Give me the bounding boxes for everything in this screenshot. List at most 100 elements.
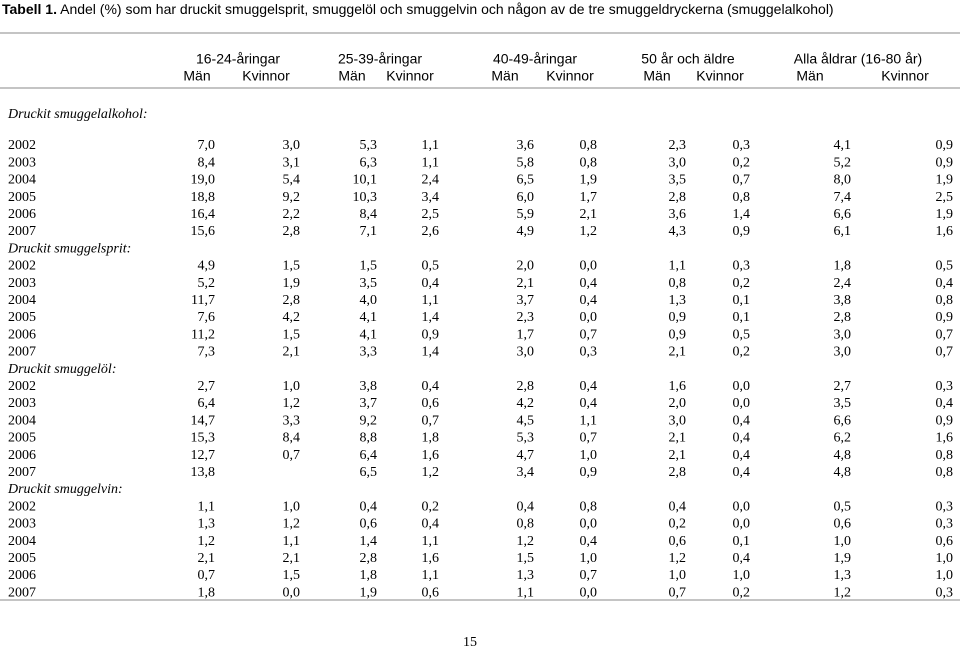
- cell: 5,4: [283, 173, 301, 188]
- year: 2004: [8, 293, 36, 308]
- cell: 1,5: [360, 259, 378, 274]
- group-header: 16-24-åringar: [196, 51, 280, 67]
- year: 2006: [8, 568, 36, 583]
- cell: 2,8: [669, 190, 687, 205]
- cell: 0,2: [733, 155, 751, 170]
- cell: 1,1: [422, 155, 440, 170]
- cell: 11,7: [191, 293, 215, 308]
- cell: 1,4: [360, 534, 378, 549]
- cell: 0,3: [733, 259, 751, 274]
- cell: 1,0: [580, 551, 598, 566]
- sub-header: Män: [796, 68, 823, 84]
- cell: 0,4: [517, 499, 535, 514]
- cell: 0,3: [936, 517, 954, 532]
- cell: 2,0: [669, 396, 687, 411]
- cell: 0,6: [936, 534, 954, 549]
- cell: 1,0: [834, 534, 852, 549]
- cell: 0,3: [936, 585, 954, 600]
- cell: 1,4: [733, 207, 751, 222]
- cell: 1,6: [422, 551, 440, 566]
- cell: 0,7: [669, 585, 687, 600]
- cell: 1,0: [733, 568, 751, 583]
- cell: 0,4: [580, 379, 598, 394]
- cell: 3,1: [283, 155, 301, 170]
- cell: 1,1: [517, 585, 535, 600]
- cell: 4,5: [517, 413, 535, 428]
- cell: 1,6: [936, 431, 954, 446]
- cell: 3,0: [669, 155, 687, 170]
- year: 2003: [8, 517, 36, 532]
- cell: 0,4: [360, 499, 378, 514]
- cell: 1,0: [936, 568, 954, 583]
- cell: 4,1: [360, 327, 378, 342]
- year: 2002: [8, 138, 36, 153]
- cell: 0,4: [422, 517, 440, 532]
- year: 2004: [8, 173, 36, 188]
- cell: 0,7: [198, 568, 216, 583]
- cell: 0,2: [733, 345, 751, 360]
- cell: 3,8: [834, 293, 852, 308]
- cell: 0,7: [283, 448, 301, 463]
- cell: 0,2: [669, 517, 687, 532]
- cell: 0,7: [580, 431, 598, 446]
- cell: 1,2: [283, 396, 301, 411]
- cell: 1,9: [360, 585, 378, 600]
- cell: 3,8: [360, 379, 378, 394]
- year: 2004: [8, 413, 36, 428]
- year: 2007: [8, 465, 36, 480]
- cell: 8,8: [360, 431, 378, 446]
- year: 2006: [8, 448, 36, 463]
- cell: 3,4: [422, 190, 440, 205]
- cell: 1,5: [283, 259, 301, 274]
- cell: 3,0: [834, 345, 852, 360]
- cell: 3,0: [283, 138, 301, 153]
- cell: 4,2: [517, 396, 535, 411]
- cell: 0,2: [422, 499, 440, 514]
- cell: 1,1: [422, 534, 440, 549]
- cell: 6,1: [834, 224, 852, 239]
- cell: 0,4: [733, 551, 751, 566]
- cell: 1,8: [422, 431, 440, 446]
- cell: 15,6: [191, 224, 216, 239]
- cell: 2,3: [669, 138, 687, 153]
- cell: 0,9: [936, 413, 954, 428]
- cell: 0,8: [580, 499, 598, 514]
- cell: 6,3: [360, 155, 378, 170]
- cell: 0,7: [936, 327, 954, 342]
- group-header: 25-39-åringar: [338, 51, 422, 67]
- cell: 3,6: [669, 207, 687, 222]
- cell: 0,1: [733, 534, 751, 549]
- cell: 3,3: [283, 413, 301, 428]
- cell: 0,7: [936, 345, 954, 360]
- cell: 0,0: [283, 585, 301, 600]
- cell: 0,4: [580, 276, 598, 291]
- cell: 1,6: [669, 379, 687, 394]
- cell: 1,3: [669, 293, 687, 308]
- cell: 2,1: [669, 448, 687, 463]
- cell: 6,6: [834, 413, 852, 428]
- cell: 14,7: [191, 413, 216, 428]
- cell: 0,2: [733, 276, 751, 291]
- cell: 0,9: [580, 465, 598, 480]
- cell: 0,5: [834, 499, 852, 514]
- cell: 0,7: [422, 413, 440, 428]
- cell: 0,5: [733, 327, 751, 342]
- cell: 1,2: [669, 551, 687, 566]
- cell: 4,3: [669, 224, 687, 239]
- year: 2002: [8, 259, 36, 274]
- cell: 1,0: [580, 448, 598, 463]
- cell: 5,2: [834, 155, 852, 170]
- year: 2005: [8, 431, 36, 446]
- cell: 3,0: [669, 413, 687, 428]
- cell: 2,2: [283, 207, 301, 222]
- cell: 1,5: [517, 551, 535, 566]
- cell: 0,3: [580, 345, 598, 360]
- group-header: 50 år och äldre: [641, 51, 735, 67]
- cell: 3,5: [669, 173, 687, 188]
- cell: 8,0: [834, 173, 852, 188]
- cell: 1,3: [517, 568, 535, 583]
- cell: 0,9: [936, 310, 954, 325]
- cell: 1,4: [422, 345, 440, 360]
- cell: 6,4: [360, 448, 378, 463]
- cell: 1,7: [517, 327, 535, 342]
